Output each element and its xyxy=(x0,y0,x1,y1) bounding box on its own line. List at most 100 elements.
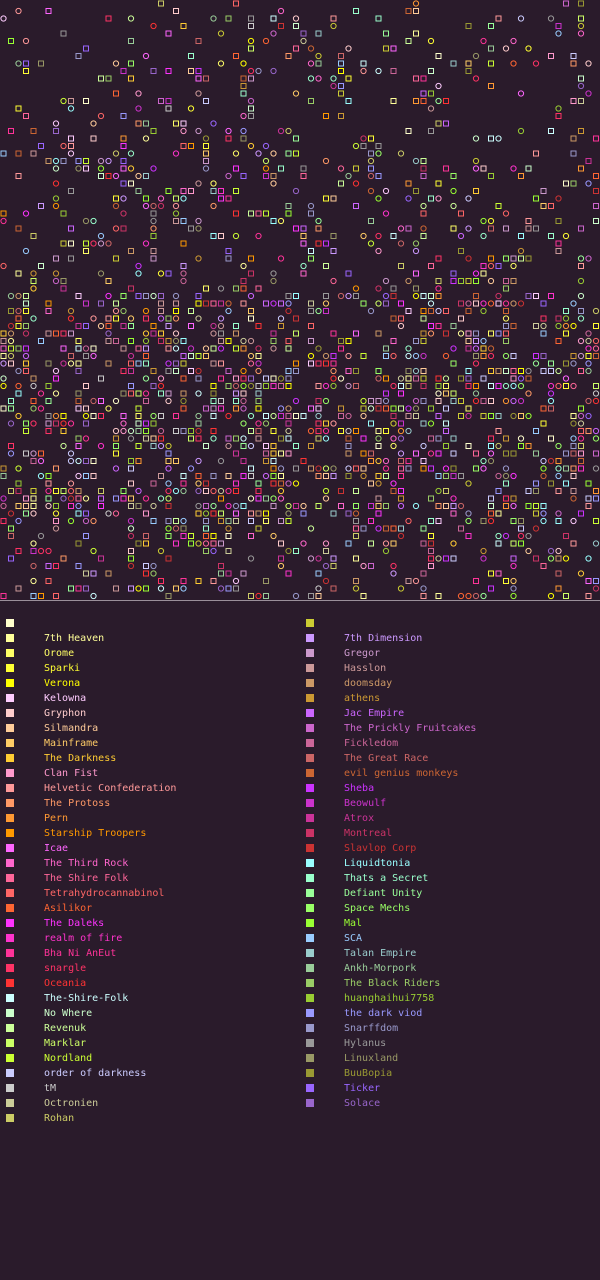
territory-marker xyxy=(398,263,404,269)
territory-marker xyxy=(375,480,382,487)
territory-marker xyxy=(330,585,337,592)
territory-marker xyxy=(525,218,532,224)
territory-marker xyxy=(577,315,585,322)
territory-marker xyxy=(52,195,60,202)
territory-marker xyxy=(165,495,172,502)
territory-marker xyxy=(128,390,134,397)
territory-marker xyxy=(210,15,217,22)
territory-marker xyxy=(322,397,330,405)
territory-marker xyxy=(495,135,502,142)
territory-marker xyxy=(457,502,465,510)
territory-marker xyxy=(52,277,60,285)
territory-marker xyxy=(278,23,284,29)
territory-marker xyxy=(495,488,502,494)
territory-marker xyxy=(555,518,562,524)
territory-marker xyxy=(548,405,554,412)
legend-label: Hasslon xyxy=(344,663,387,674)
territory-marker xyxy=(98,503,104,509)
territory-marker xyxy=(577,435,585,442)
legend-label: Talan Empire xyxy=(344,948,417,959)
territory-marker xyxy=(563,450,569,457)
territory-marker xyxy=(97,157,105,165)
territory-marker xyxy=(82,345,90,352)
territory-marker xyxy=(450,345,457,352)
territory-marker xyxy=(450,60,457,67)
territory-marker xyxy=(157,375,165,382)
territory-marker xyxy=(23,450,29,457)
territory-marker xyxy=(172,487,180,495)
territory-marker xyxy=(368,458,374,464)
territory-marker xyxy=(150,435,157,442)
territory-marker xyxy=(427,37,435,45)
territory-marker xyxy=(225,442,232,450)
territory-marker xyxy=(578,308,584,314)
territory-marker xyxy=(218,188,224,194)
territory-marker xyxy=(120,225,127,232)
territory-marker xyxy=(270,450,277,457)
territory-marker xyxy=(60,345,67,352)
territory-marker xyxy=(0,360,7,367)
territory-marker xyxy=(30,450,37,457)
territory-marker xyxy=(90,397,97,405)
legend-swatch xyxy=(306,694,314,702)
territory-marker xyxy=(548,435,554,442)
territory-marker xyxy=(292,397,300,405)
territory-marker xyxy=(525,293,532,299)
territory-marker xyxy=(128,585,134,592)
territory-marker xyxy=(383,390,389,397)
legend-label: Octronien xyxy=(44,1098,99,1109)
territory-marker xyxy=(67,105,75,112)
legend-label: Oceania xyxy=(44,978,87,989)
territory-marker xyxy=(128,248,134,254)
territory-marker xyxy=(180,405,187,412)
territory-marker xyxy=(428,555,434,562)
territory-marker xyxy=(375,285,382,292)
territory-marker xyxy=(458,315,464,322)
territory-marker xyxy=(38,263,44,269)
territory-marker xyxy=(105,278,112,284)
territory-marker xyxy=(503,338,509,344)
territory-marker xyxy=(307,352,315,360)
territory-marker xyxy=(0,15,7,22)
territory-marker xyxy=(195,457,202,465)
territory-marker xyxy=(353,555,359,562)
territory-marker xyxy=(233,285,239,292)
territory-marker xyxy=(540,203,547,209)
territory-marker xyxy=(345,540,352,547)
territory-marker xyxy=(195,90,202,97)
territory-marker xyxy=(488,495,494,502)
territory-marker xyxy=(510,412,517,420)
territory-marker xyxy=(457,330,465,337)
territory-marker xyxy=(510,592,517,600)
territory-marker xyxy=(135,262,142,270)
territory-marker xyxy=(53,128,59,134)
territory-marker xyxy=(570,360,577,367)
territory-marker xyxy=(420,233,427,239)
territory-marker xyxy=(120,195,127,202)
territory-marker xyxy=(323,473,329,479)
territory-marker xyxy=(135,345,142,352)
territory-marker xyxy=(270,150,277,157)
territory-marker xyxy=(0,593,7,599)
territory-marker xyxy=(68,353,74,359)
territory-marker xyxy=(128,180,134,187)
territory-marker xyxy=(195,578,202,584)
territory-marker xyxy=(577,420,585,427)
legend-swatch xyxy=(306,964,314,972)
territory-marker xyxy=(263,450,269,457)
territory-marker xyxy=(345,412,352,420)
territory-marker xyxy=(562,555,570,562)
legend-label: evil genius monkeys xyxy=(344,768,459,779)
territory-marker xyxy=(135,120,142,127)
territory-marker xyxy=(120,180,127,187)
territory-marker xyxy=(435,390,442,397)
territory-marker xyxy=(405,517,412,525)
territory-marker xyxy=(135,172,142,180)
territory-marker xyxy=(247,360,255,367)
legend-label: Fickledom xyxy=(344,738,399,749)
legend-swatch xyxy=(6,679,14,687)
territory-marker xyxy=(435,82,442,90)
territory-marker xyxy=(405,277,412,285)
legend-item: Bha Ni AnEut xyxy=(0,947,300,962)
territory-marker xyxy=(435,383,442,389)
